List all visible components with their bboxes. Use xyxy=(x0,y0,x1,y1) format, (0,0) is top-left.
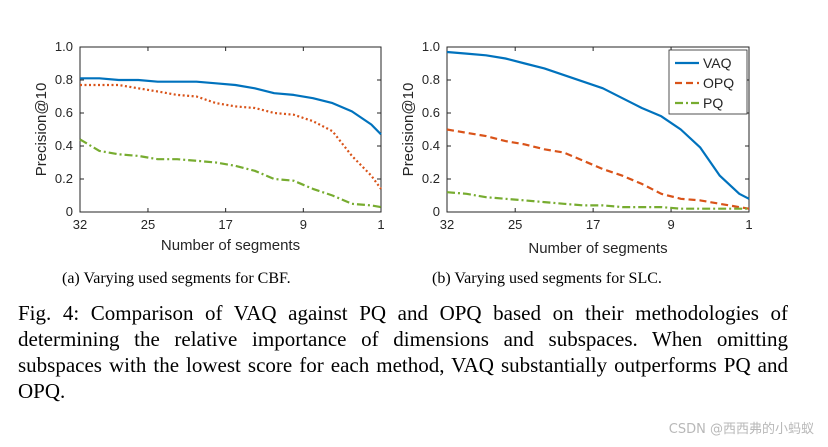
slc-xtick-label: 17 xyxy=(586,217,600,232)
cbf-xtick-label: 17 xyxy=(218,217,232,232)
slc-y-axis-label: Precision@10 xyxy=(400,83,417,177)
cbf-series-vaq-line xyxy=(80,77,382,136)
slc-ytick-label: 0 xyxy=(433,204,440,219)
slc-legend-label-vaq: VAQ xyxy=(703,55,732,71)
cbf-series-opq-line xyxy=(80,83,382,190)
slc-series-opq-line xyxy=(446,128,750,210)
slc-xtick-label: 32 xyxy=(440,217,454,232)
cbf-xtick-label: 32 xyxy=(73,217,87,232)
subcaption-a: (a) Varying used segments for CBF. xyxy=(62,270,291,287)
cbf-series-pq-line xyxy=(79,138,382,209)
slc-xtick-label: 1 xyxy=(745,217,752,232)
cbf-xtick-label: 9 xyxy=(300,217,307,232)
slc-xtick-label: 25 xyxy=(508,217,522,232)
cbf-ytick-label: 0.2 xyxy=(55,171,73,186)
chart-cbf: 0 0.2 0.4 0.6 0.8 1.0 32 25 17 9 1 Number of segmen… xyxy=(33,39,385,254)
slc-ytick-label: 0.8 xyxy=(422,72,440,87)
slc-legend-label-opq: OPQ xyxy=(703,75,734,91)
watermark: CSDN @西西弗的小蚂蚁 xyxy=(668,422,814,437)
slc-series-pq-line xyxy=(446,191,749,210)
cbf-ytick-label: 0.4 xyxy=(55,138,73,153)
slc-ytick-label: 1.0 xyxy=(422,39,440,54)
cbf-xtick-label: 25 xyxy=(141,217,155,232)
slc-x-axis-label: Number of segments xyxy=(528,240,667,257)
slc-series-vaq-line xyxy=(446,50,750,200)
slc-ytick-label: 0.4 xyxy=(422,138,440,153)
slc-xtick-label: 9 xyxy=(667,217,674,232)
slc-legend-label-pq: PQ xyxy=(703,95,723,111)
cbf-x-axis-label: Number of segments xyxy=(161,237,300,254)
slc-ytick-label: 0.6 xyxy=(422,105,440,120)
cbf-xtick-label: 1 xyxy=(377,217,384,232)
cbf-ytick-label: 1.0 xyxy=(55,39,73,54)
figure-caption: Fig. 4: Comparison of VAQ against PQ and… xyxy=(18,301,788,403)
cbf-ytick-label: 0 xyxy=(66,204,73,219)
cbf-y-axis-label: Precision@10 xyxy=(33,83,50,177)
slc-ytick-label: 0.2 xyxy=(422,171,440,186)
subcaption-b: (b) Varying used segments for SLC. xyxy=(432,270,662,287)
cbf-ytick-label: 0.6 xyxy=(55,105,73,120)
cbf-ytick-label: 0.8 xyxy=(55,72,73,87)
cbf-axes-frame xyxy=(79,46,382,213)
chart-slc: 0 0.2 0.4 0.6 0.8 1.0 32 25 17 9 1 Number of segmen… xyxy=(400,39,753,257)
